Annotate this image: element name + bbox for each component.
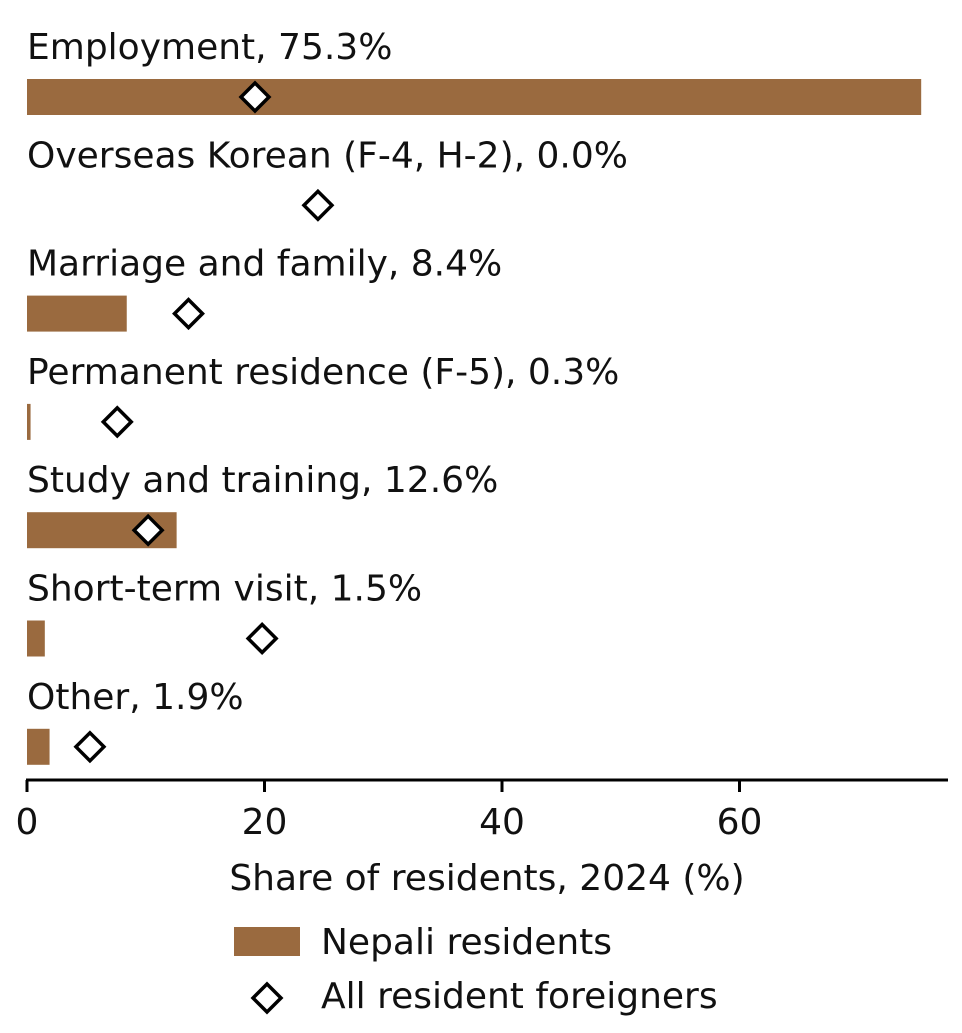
category-label-short-term-visit: Short-term visit, 1.5% (27, 569, 422, 610)
x-tick-label-40: 40 (479, 802, 525, 843)
x-tick-label-20: 20 (242, 802, 288, 843)
marker-other (73, 730, 107, 764)
marker-study-and-training (131, 513, 165, 547)
category-label-other: Other, 1.9% (27, 677, 244, 718)
bar-employment (27, 79, 922, 115)
x-tick-label-0: 0 (16, 802, 39, 843)
bar-permanent-residence-f-5 (27, 403, 31, 440)
bar-marriage-and-family (27, 295, 127, 332)
category-label-employment: Employment, 75.3% (27, 27, 392, 68)
x-axis-title: Share of residents, 2024 (%) (229, 858, 744, 899)
markers-layer (73, 80, 335, 764)
category-label-study-and-training: Study and training, 12.6% (27, 460, 498, 501)
category-labels-layer: Employment, 75.3% Overseas Korean (F-4, H… (27, 27, 628, 718)
bar-other (27, 728, 50, 765)
x-tick-label-60: 60 (717, 802, 763, 843)
legend-label-all-foreigners: All resident foreigners (321, 976, 718, 1017)
marker-short-term-visit (245, 622, 279, 655)
category-label-marriage-and-family: Marriage and family, 8.4% (27, 244, 502, 285)
legend-bar-swatch (234, 927, 300, 956)
legend-diamond-marker (250, 981, 284, 1015)
legend: Nepali residents All resident foreigners (234, 922, 718, 1017)
marker-marriage-and-family (172, 297, 205, 331)
marker-employment (238, 80, 272, 114)
marker-permanent-residence-f-5 (100, 405, 134, 439)
bars-layer (27, 79, 922, 765)
x-axis: 0 20 40 60 (16, 778, 948, 843)
category-label-overseas-korean-f-4-h-2: Overseas Korean (F-4, H-2), 0.0% (27, 135, 628, 176)
category-label-permanent-residence-f-5: Permanent residence (F-5), 0.3% (27, 352, 619, 393)
legend-label-nepali: Nepali residents (321, 922, 612, 963)
marker-overseas-korean-f-4-h-2 (301, 188, 335, 222)
bar-short-term-visit (27, 620, 45, 657)
